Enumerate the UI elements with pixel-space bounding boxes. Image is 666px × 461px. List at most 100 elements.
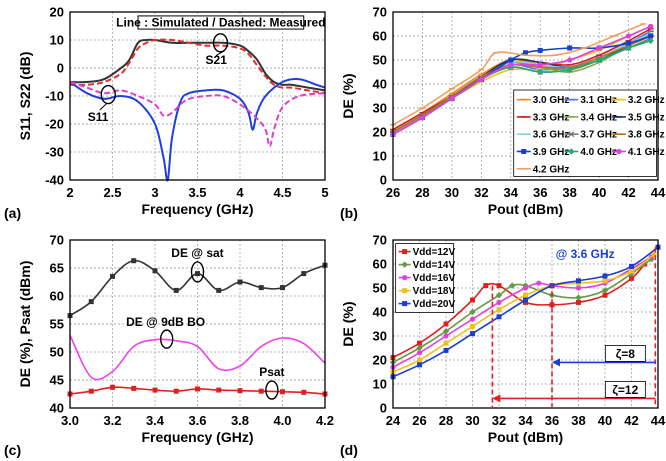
y-tick-label: 50 [373,281,387,296]
y-tick-label: 40 [50,401,64,416]
y-tick-label: 70 [50,233,64,248]
x-tick-label: 32 [474,185,488,200]
annotation-psat: Psat [259,365,284,379]
data-point [496,314,502,320]
y-tick-label: 60 [373,257,387,272]
data-point [647,37,654,44]
annotation-de-bo: DE @ 9dB BO [126,315,205,329]
data-point [216,387,222,393]
x-tick-label: 44 [651,413,666,428]
legend-entry: 3.7 GHz [580,130,617,141]
frequency-annotation: @ 3.6 GHz [556,247,615,261]
y-tick-label: 0 [380,173,387,188]
y-tick-label: -20 [45,117,64,132]
legend-marker [401,261,408,268]
legend-entry: 3.6 GHz [533,130,570,141]
data-point [301,271,307,277]
x-tick-label: 40 [592,185,606,200]
legend-entry: 3.2 GHz [628,95,665,106]
x-tick-label: 3.8 [231,413,249,428]
x-tick-label: 2 [66,185,73,200]
x-tick-label: 2.5 [103,185,121,200]
x-axis-label: Pout (dBm) [488,429,563,445]
x-tick-label: 3.4 [146,413,165,428]
panel-label-a: (a) [4,205,21,221]
y-tick-label: 30 [373,101,387,116]
zeta-label: ζ=8 [616,347,636,361]
y-tick-label: 60 [50,289,64,304]
data-point [602,273,608,279]
annotation-ellipse [212,33,229,53]
data-point [522,285,529,291]
data-point [417,357,422,363]
data-point [508,62,514,68]
data-point [443,340,449,346]
data-point [575,285,582,291]
x-tick-label: 5 [321,185,328,200]
annotation-s21: S21 [206,53,228,67]
x-tick-label: 42 [621,185,635,200]
data-point [470,297,475,303]
annotation-leader [215,50,225,56]
data-point [523,292,528,298]
x-tick-label: 34 [518,413,533,428]
zeta-label: ζ=12 [612,383,638,397]
legend-entry: Vdd=14V [413,260,456,271]
zeta-label-box [604,380,646,398]
data-point [152,387,158,393]
legend-entry: Vdd=12V [413,247,456,258]
x-tick-label: 4.5 [273,185,291,200]
legend-entry: 3.5 GHz [628,112,665,123]
y-tick-label: 10 [50,33,64,48]
data-point [216,287,222,293]
series-line-s21 [69,38,326,95]
legend-entry: 3.9 GHz [533,147,570,158]
data-point [173,287,179,293]
plot-frame [392,239,659,409]
legend-marker [402,275,408,281]
annotation-s11: S11 [88,110,109,124]
x-tick-label: 38 [571,413,585,428]
x-tick-label: 4 [236,185,244,200]
data-point [449,95,455,101]
data-point [595,56,603,64]
panel-label-b: (b) [340,205,358,221]
legend-entry: 3.8 GHz [628,130,665,141]
x-tick-label: 4.2 [316,413,334,428]
y-axis-label: DE (%) [340,73,356,118]
annotation-ellipse [265,380,279,400]
series-line-de-9db-bo [69,334,326,381]
data-point [131,385,137,391]
panel-label-c: (c) [4,442,21,458]
chart-c: 3.0 3.2 3.4 3.6 3.8 4.0 4.2 40 45 50 55 60 65 70 Frequ… [17,233,334,446]
zeta-arrowhead [552,358,560,367]
data-point [566,66,573,73]
annotation-ellipse [159,329,174,349]
legend-marker [402,288,408,294]
y-tick-label: 70 [373,233,387,248]
x-tick-label: 26 [386,185,400,200]
plot-frame [69,11,326,181]
legend-entry: Vdd=18V [413,286,456,297]
x-tick-label: 36 [545,413,559,428]
data-point [110,384,115,390]
data-point [470,331,475,337]
data-point [88,388,94,394]
data-point [443,333,449,339]
series-line-vdd-14v [392,258,652,364]
data-point [237,388,243,394]
x-tick-label: 30 [445,185,459,200]
y-tick-label: 50 [50,345,64,360]
data-point [508,57,514,63]
data-point [469,316,476,322]
data-point [469,308,476,316]
data-point [483,283,489,289]
x-tick-label: 30 [465,413,479,428]
data-point [626,40,632,46]
legend-marker [521,148,527,154]
y-tick-label: 10 [373,149,387,164]
annotation-ellipse [100,84,116,105]
data-point [443,321,449,327]
chart-a: 2 2.5 3 3.5 4 4.5 5 -40 -30 -20 -10 0 10 20 Frequency … [17,5,329,218]
